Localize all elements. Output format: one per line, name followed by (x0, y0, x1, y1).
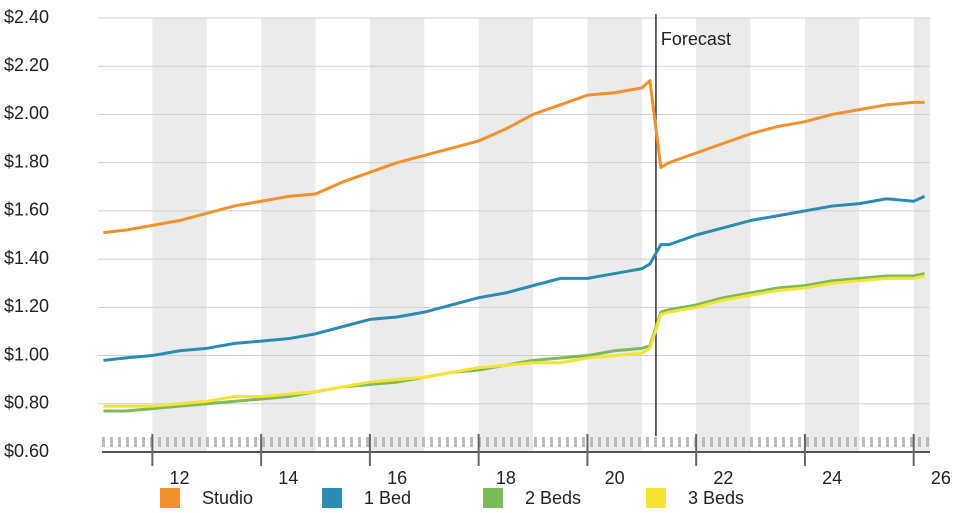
legend-swatch (646, 488, 666, 508)
series-line (103, 272, 925, 413)
series-line (103, 274, 925, 408)
legend-label: Studio (202, 488, 253, 508)
x-tick-label: 22 (713, 468, 733, 488)
legend-swatch (322, 488, 342, 508)
series-line (103, 195, 926, 362)
band (152, 18, 207, 452)
x-tick-label: 12 (170, 468, 190, 488)
band (369, 18, 425, 452)
y-tick-label: $1.60 (4, 200, 49, 220)
y-tick-label: $1.20 (4, 296, 49, 316)
x-tick-label: 20 (605, 468, 625, 488)
forecast-label: Forecast (661, 29, 731, 49)
x-tick-label: 16 (387, 468, 407, 488)
y-tick-label: $1.40 (4, 248, 49, 268)
y-tick-label: $2.00 (4, 103, 49, 123)
series-line (103, 79, 925, 235)
legend-label: 2 Beds (525, 488, 581, 508)
band (587, 18, 642, 452)
band (478, 18, 534, 452)
band (913, 18, 930, 452)
x-tick-label: 14 (278, 468, 298, 488)
y-tick-label: $0.80 (4, 393, 49, 413)
legend-swatch (160, 488, 180, 508)
x-tick-label: 26 (931, 468, 951, 488)
x-tick-label: 18 (496, 468, 516, 488)
legend-swatch (483, 488, 503, 508)
legend-label: 1 Bed (364, 488, 411, 508)
y-tick-label: $0.60 (4, 441, 49, 461)
y-tick-label: $2.40 (4, 7, 49, 27)
y-tick-label: $1.00 (4, 344, 49, 364)
band (804, 18, 860, 452)
y-tick-label: $2.20 (4, 55, 49, 75)
x-tick-label: 24 (822, 468, 842, 488)
legend-label: 3 Beds (688, 488, 744, 508)
band (696, 18, 751, 452)
band (261, 18, 316, 452)
y-tick-label: $1.80 (4, 151, 49, 171)
